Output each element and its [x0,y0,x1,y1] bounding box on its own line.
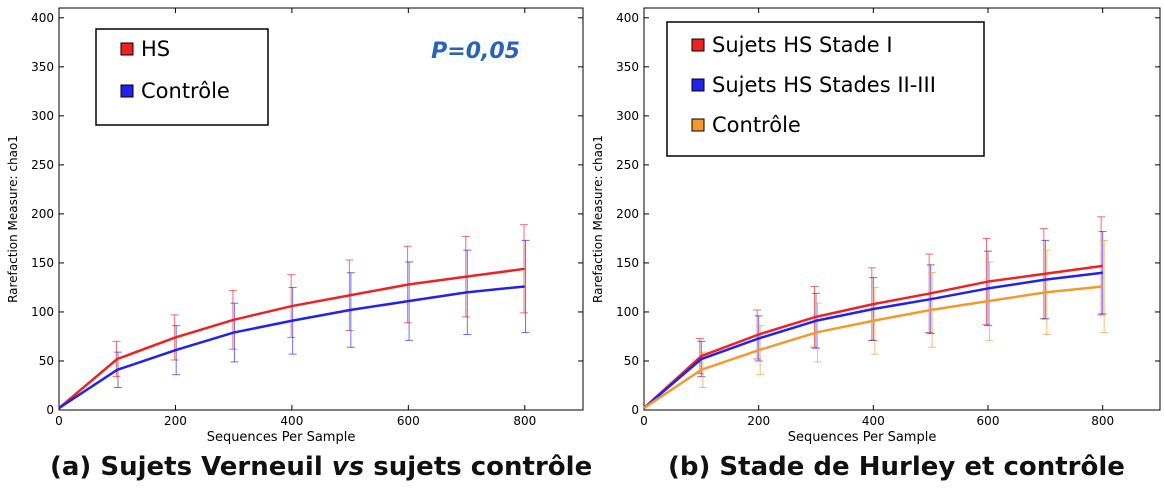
y-tick-label: 350 [616,60,639,74]
series-1 [113,239,530,388]
caption-a-prefix: (a) Sujets Verneuil [50,452,332,482]
caption-a-italic: vs [331,452,365,482]
x-tick-label: 0 [55,414,63,428]
plot-frame [643,7,1161,411]
legend-label: HS [141,37,170,61]
x-axis-label: Sequences Per Sample [207,430,356,445]
caption-a-suffix: sujets contrôle [364,452,593,482]
y-axis-label: Rarefaction Measure: chao1 [591,135,605,303]
series-line-0 [643,264,1103,409]
x-tick-label: 600 [977,414,1000,428]
series-line-1 [643,271,1103,409]
y-tick-label: 350 [31,60,54,74]
series-line-2 [643,285,1103,410]
caption-a: (a) Sujets Verneuil vs sujets contrôle [50,452,592,482]
legend-box [666,21,985,157]
x-tick-label: 600 [397,414,420,428]
x-tick-label: 0 [640,414,648,428]
legend-label: Contrôle [712,113,801,137]
legend-label: Contrôle [141,79,230,103]
figure: 0 50 100 150 200 250 300 350 400 0 200 400 600 800 Seq… [6,7,1161,445]
y-axis-label: Rarefaction Measure: chao1 [6,135,20,303]
y-tick-label: 0 [46,403,54,417]
y-tick-label: 250 [616,158,639,172]
y-tick-label: 150 [31,256,54,270]
y-tick-label: 200 [31,207,54,221]
x-tick-label: 800 [513,414,536,428]
y-tick-label: 300 [616,109,639,123]
series-line-1 [58,285,525,410]
y-tick-label: 150 [616,256,639,270]
x-tick-label: 200 [164,414,187,428]
legend-swatch [691,78,705,92]
caption-b: (b) Stade de Hurley et contrôle [668,452,1125,482]
p-value-annotation: P=0,05 [431,39,520,64]
x-tick-label: 400 [862,414,885,428]
y-tick-label: 250 [31,158,54,172]
y-tick-label: 400 [616,11,639,25]
legend-swatch [691,38,705,52]
y-tick-label: 200 [616,207,639,221]
chart-panel-a: 0 50 100 150 200 250 300 350 400 0 200 400 600 800 Seq… [6,7,584,445]
legend-swatch [120,42,134,56]
legend-label: Sujets HS Stades II-III [712,73,936,97]
legend-swatch [120,84,134,98]
x-axis-label: Sequences Per Sample [788,430,937,445]
x-tick-label: 800 [1091,414,1114,428]
series-line-0 [58,267,525,409]
y-tick-label: 50 [39,354,54,368]
chart-panel-b: 0 50 100 150 200 250 300 350 400 0 200 400 600 800 Seq… [591,7,1161,445]
y-tick-label: 300 [31,109,54,123]
y-tick-label: 50 [624,354,639,368]
legend: Sujets HS Stade I Sujets HS Stades II-III… [666,21,985,157]
x-tick-label: 200 [747,414,770,428]
legend-swatch [691,118,705,132]
y-tick-label: 0 [631,403,639,417]
x-tick-label: 400 [280,414,303,428]
plot-frame [58,7,584,411]
y-tick-label: 400 [31,11,54,25]
legend: HS Contrôle [95,28,269,126]
y-tick-label: 100 [31,305,54,319]
y-tick-label: 100 [616,305,639,319]
legend-label: Sujets HS Stade I [712,33,893,57]
